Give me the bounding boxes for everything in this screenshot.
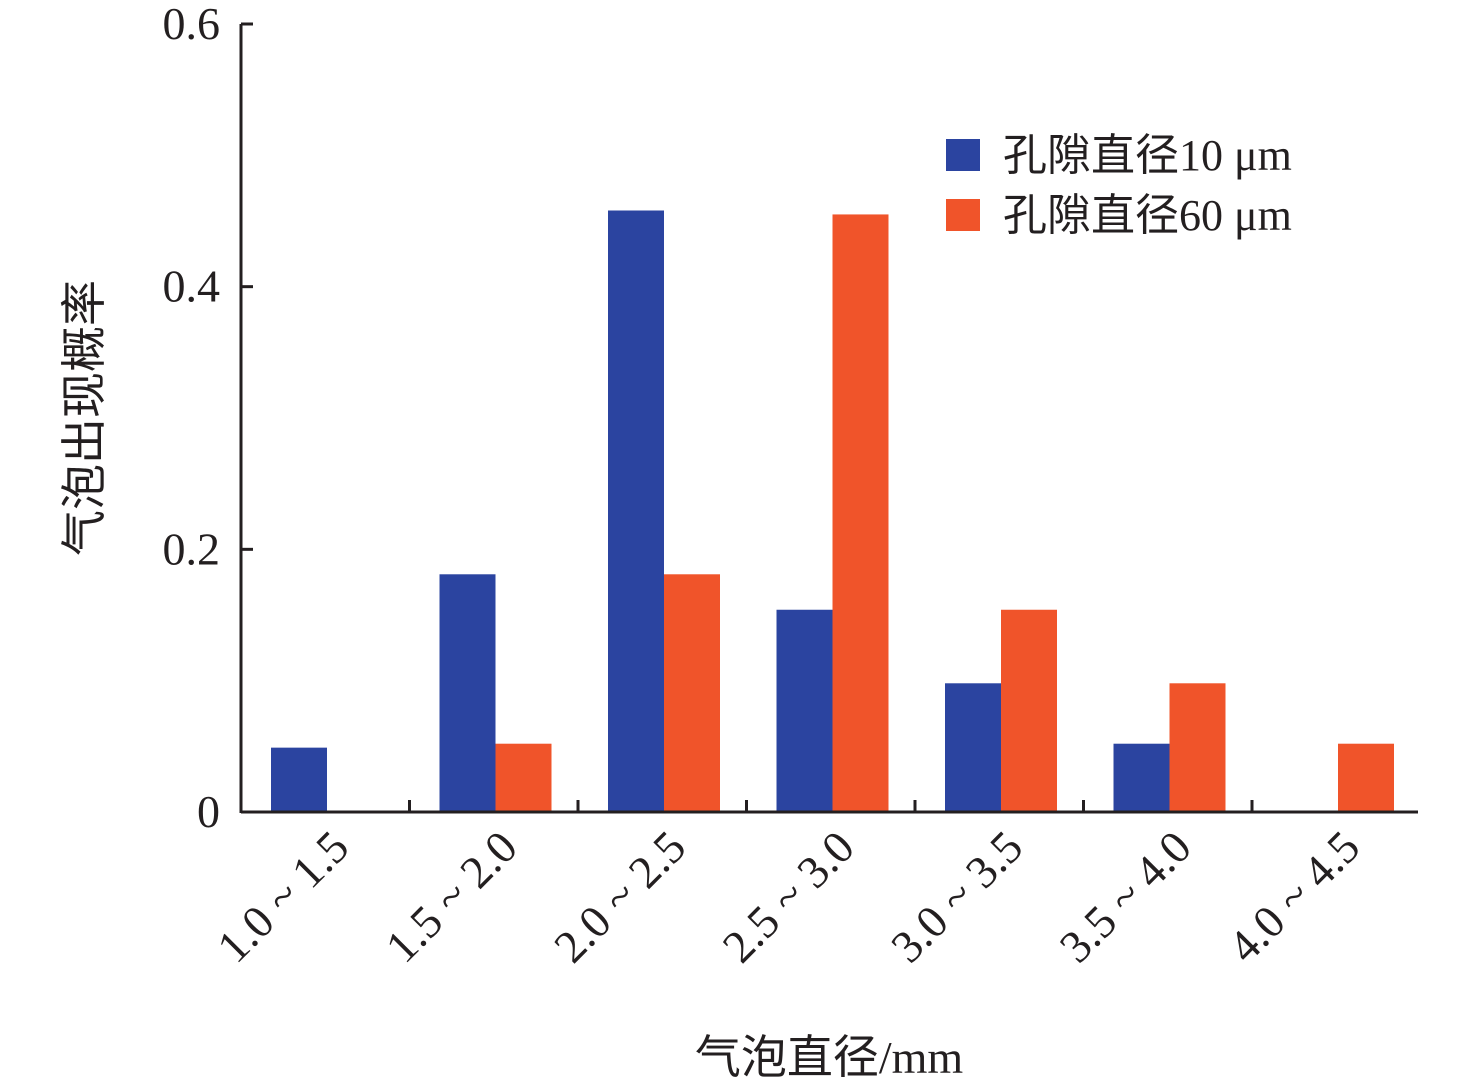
bar-series-2-7 [1338,743,1394,812]
x-axis-title: 气泡直径/mm [695,1032,964,1083]
y-axis-title: 气泡出现概率 [59,280,110,556]
x-tick-label-4: 2.5 ~ 3.0 [713,821,864,972]
y-tick-label-3: 0.6 [163,0,221,49]
legend-swatch-series-1 [946,139,980,171]
legend-label-series-1: 孔隙直径10 μm [1003,131,1292,180]
bar-series-2-5 [1001,609,1057,812]
bar-series-1-2 [439,574,496,812]
y-tick-label-1: 0.2 [163,523,221,574]
bar-series-2-3 [664,574,720,812]
x-ticks-group: 1.0 ~ 1.5 1.5 ~ 2.0 2.0 ~ 2.5 2.5 ~ 3.0 3.0 … [207,800,1369,972]
x-tick-label-6: 3.5 ~ 4.0 [1050,821,1201,972]
legend: 孔隙直径10 μm 孔隙直径60 μm [946,131,1292,240]
bar-series-1-4 [776,609,833,812]
x-tick-label-3: 2.0 ~ 2.5 [544,821,695,972]
bar-series-1-6 [1113,743,1170,812]
bars-group [271,210,1394,812]
bar-series-1-3 [608,210,664,812]
x-tick-label-2: 1.5 ~ 2.0 [376,821,527,972]
bar-series-2-6 [1169,683,1226,812]
bar-series-2-4 [832,214,889,812]
x-tick-label-5: 3.0 ~ 3.5 [881,821,1032,972]
bar-series-1-1 [271,747,327,812]
axes-group [239,24,1418,814]
y-ticks-group: 0 0.2 0.4 0.6 [163,0,253,837]
bar-series-2-2 [495,743,552,812]
bar-series-1-5 [945,683,1001,812]
legend-label-series-2: 孔隙直径60 μm [1003,191,1292,240]
y-tick-label-0: 0 [197,786,220,837]
legend-swatch-series-2 [946,199,980,231]
x-tick-label-7: 4.0 ~ 4.5 [1218,821,1369,972]
y-tick-label-2: 0.4 [163,261,221,312]
x-tick-label-1: 1.0 ~ 1.5 [207,821,358,972]
